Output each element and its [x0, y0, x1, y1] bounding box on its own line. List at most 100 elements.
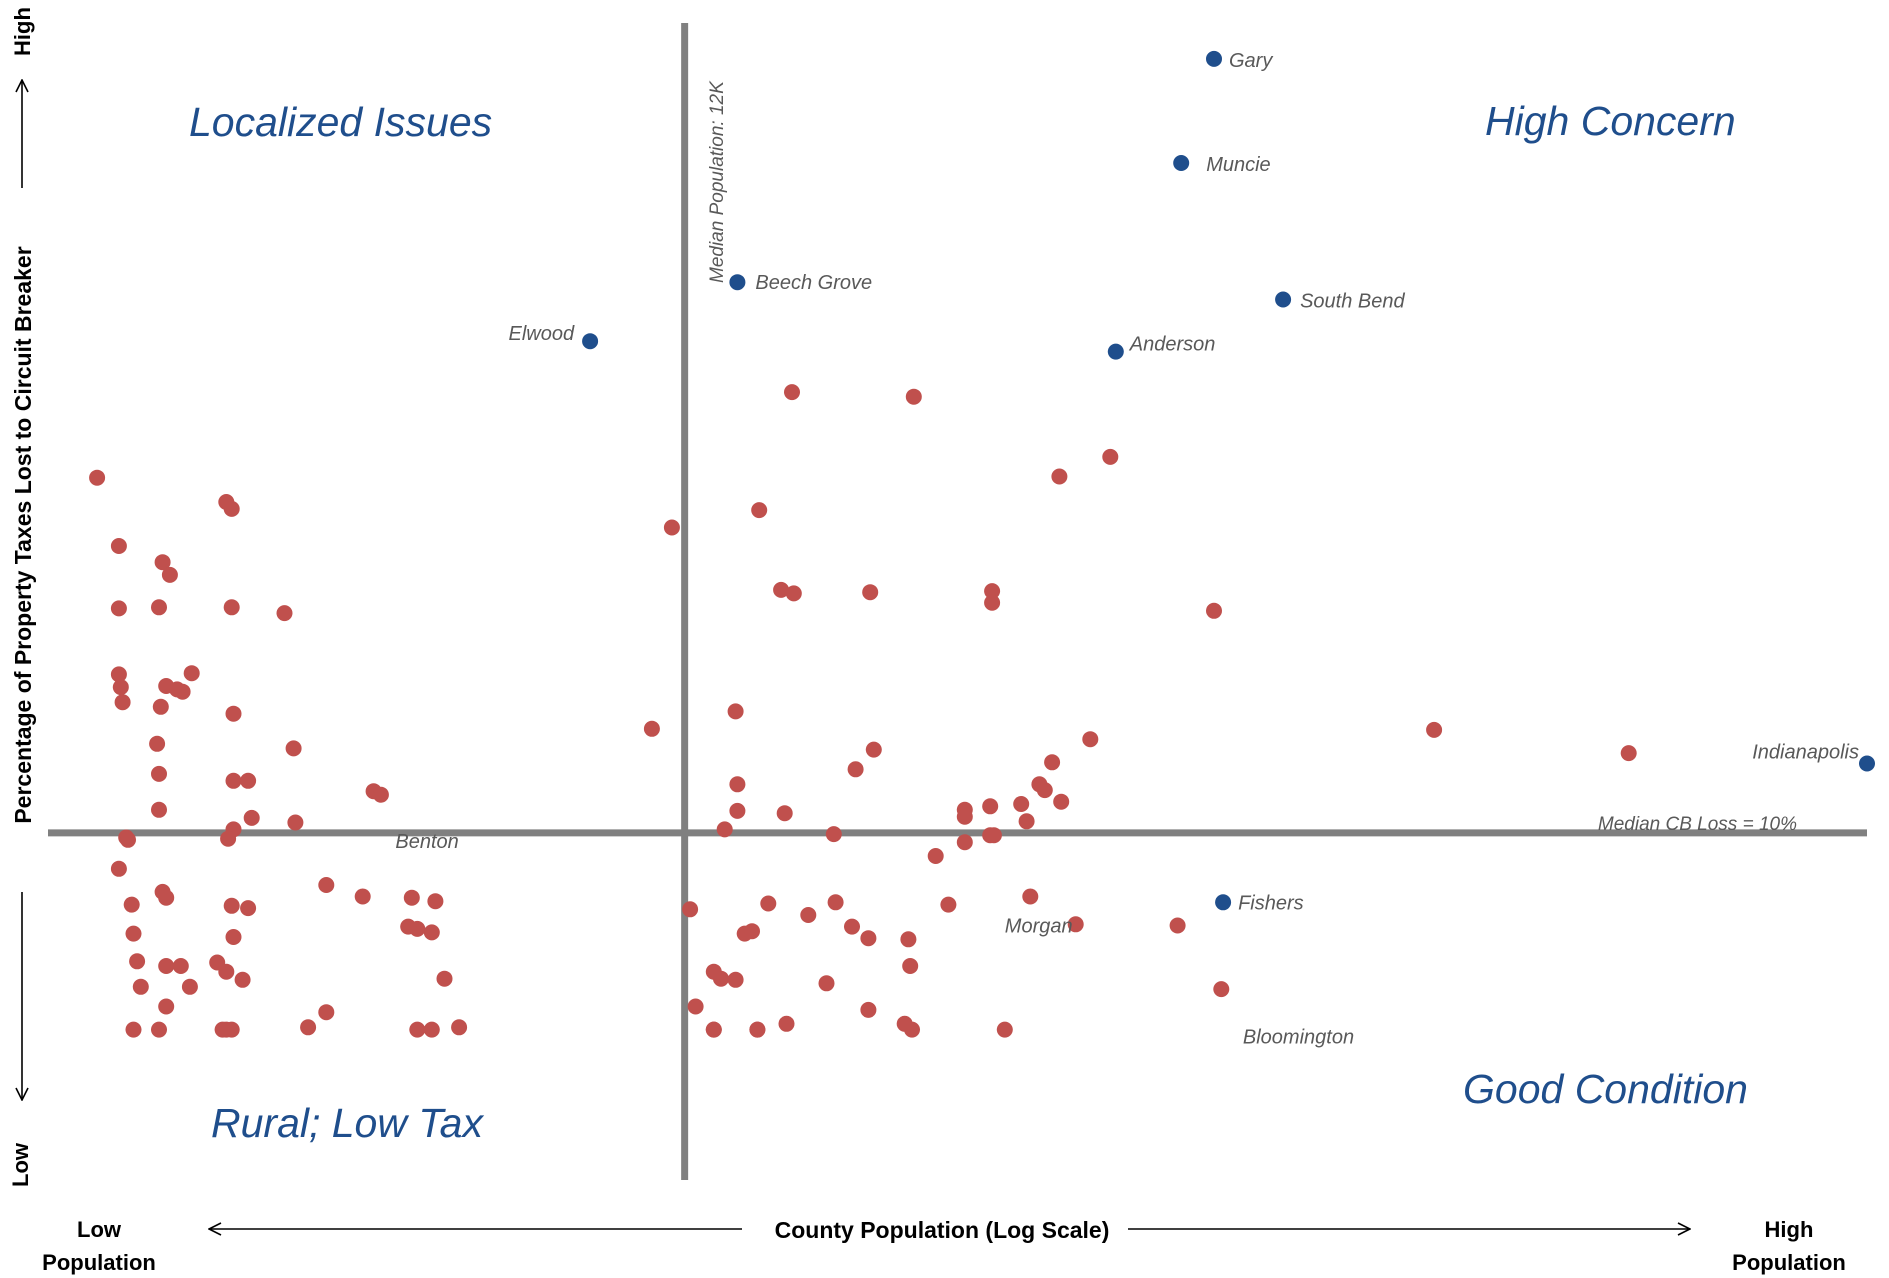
county-point: [800, 907, 817, 923]
quadrant-label-top-right: High Concern: [1485, 98, 1736, 144]
data-points: [89, 50, 1875, 1038]
county-point: [687, 998, 704, 1015]
county-point: [996, 1021, 1013, 1038]
county-point: [223, 500, 240, 517]
county-point: [149, 735, 166, 752]
county-point: [354, 888, 371, 905]
county-point: [865, 741, 882, 758]
county-point: [927, 848, 944, 864]
highlighted-county-point: [1107, 343, 1124, 360]
county-label: Benton: [395, 831, 458, 853]
county-point: [214, 1021, 231, 1038]
quadrant-label-bottom-right: Good Condition: [1463, 1066, 1748, 1112]
county-point: [89, 469, 106, 486]
county-point: [984, 594, 1001, 611]
county-point: [110, 600, 127, 617]
county-point: [151, 599, 167, 616]
county-point: [400, 918, 417, 935]
county-point: [403, 889, 420, 906]
county-point: [285, 740, 302, 757]
county-point: [1213, 981, 1230, 998]
county-label: Beech Grove: [755, 272, 872, 294]
county-point: [729, 776, 746, 793]
county-point: [1426, 721, 1443, 738]
county-point: [1053, 793, 1070, 810]
county-point: [760, 895, 777, 912]
county-point: [729, 802, 746, 819]
county-point: [114, 694, 131, 711]
county-point: [423, 1021, 440, 1038]
county-point: [900, 931, 917, 948]
county-point: [985, 827, 1002, 844]
county-point: [940, 896, 957, 913]
highlighted-county-point: [1215, 894, 1232, 911]
county-point: [705, 963, 722, 980]
county-point: [705, 1021, 722, 1038]
highlighted-county-point: [1859, 755, 1875, 772]
county-point: [844, 918, 860, 935]
county-point: [125, 925, 142, 942]
county-point: [423, 924, 440, 941]
county-point: [862, 584, 879, 601]
highlighted-county-point: [1275, 291, 1292, 308]
county-label: Muncie: [1206, 154, 1270, 176]
county-point: [1102, 448, 1119, 465]
county-point: [1013, 796, 1030, 812]
county-label: Elwood: [508, 323, 574, 345]
county-point: [727, 971, 744, 988]
county-point: [1082, 731, 1099, 748]
county-point: [778, 1015, 795, 1032]
county-point: [905, 388, 922, 405]
county-point: [984, 583, 1001, 600]
county-point: [243, 809, 260, 826]
county-point: [847, 761, 864, 778]
county-point: [982, 798, 999, 815]
county-point: [158, 958, 175, 974]
county-point: [158, 998, 175, 1015]
county-point: [151, 1021, 167, 1038]
county-label: South Bend: [1300, 291, 1405, 313]
county-point: [169, 681, 186, 698]
county-point: [682, 901, 699, 918]
county-point: [225, 705, 242, 722]
county-point: [125, 1021, 142, 1038]
quadrant-label-top-left: Localized Issues: [189, 99, 492, 145]
y-axis-low-label: Low: [8, 1142, 33, 1187]
county-point: [956, 834, 973, 851]
median-population-label: Median Population: 12K: [707, 80, 728, 283]
county-point: [129, 953, 146, 970]
highlighted-county-point: [582, 333, 599, 350]
x-axis-low-label-line2: Population: [42, 1250, 156, 1275]
county-point: [151, 801, 167, 818]
county-label: Fishers: [1238, 892, 1304, 914]
county-point: [132, 978, 149, 995]
county-point: [451, 1019, 468, 1036]
highlighted-county-point: [729, 274, 746, 291]
county-point: [776, 805, 793, 822]
y-axis-title: Percentage of Property Taxes Lost to Cir…: [10, 246, 36, 823]
county-point: [773, 581, 790, 598]
county-point: [151, 765, 167, 782]
x-axis-high-label-line2: Population: [1732, 1250, 1846, 1275]
county-point: [240, 900, 257, 917]
county-point: [1022, 888, 1039, 905]
county-point: [181, 978, 198, 995]
county-point: [818, 975, 835, 992]
county-point: [1169, 917, 1186, 934]
county-point: [827, 894, 844, 911]
county-point: [161, 566, 178, 583]
county-point: [158, 889, 175, 906]
highlighted-county-point: [1206, 50, 1222, 67]
county-point: [120, 831, 136, 848]
county-label: Anderson: [1129, 334, 1216, 356]
county-point: [1051, 468, 1068, 485]
county-point: [123, 896, 140, 913]
county-point: [220, 830, 237, 847]
county-point: [110, 666, 127, 683]
county-point: [287, 814, 304, 831]
county-point: [276, 605, 293, 622]
county-point: [1044, 754, 1061, 771]
county-point: [436, 970, 453, 987]
